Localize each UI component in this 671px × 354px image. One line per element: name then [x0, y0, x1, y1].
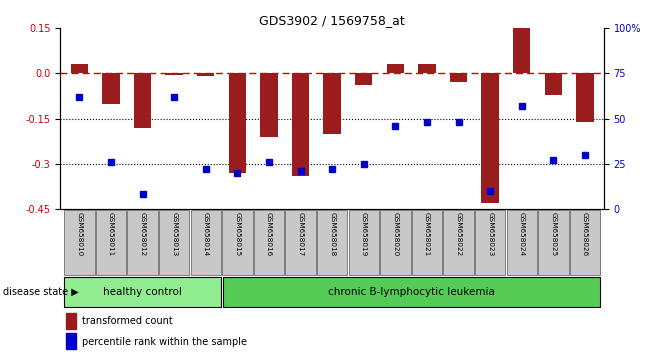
- Text: GSM658024: GSM658024: [519, 212, 525, 256]
- FancyBboxPatch shape: [64, 210, 95, 275]
- Text: GSM658025: GSM658025: [550, 212, 556, 256]
- Text: GSM658018: GSM658018: [329, 212, 335, 256]
- Text: GSM658016: GSM658016: [266, 212, 272, 256]
- Text: GSM658011: GSM658011: [108, 212, 114, 256]
- Text: GSM658020: GSM658020: [393, 212, 399, 256]
- Bar: [450, 74, 467, 82]
- Bar: [418, 64, 435, 74]
- FancyBboxPatch shape: [254, 210, 284, 275]
- Text: GSM658013: GSM658013: [171, 212, 177, 256]
- Title: GDS3902 / 1569758_at: GDS3902 / 1569758_at: [259, 14, 405, 27]
- FancyBboxPatch shape: [127, 210, 158, 275]
- Bar: [66, 313, 76, 329]
- FancyBboxPatch shape: [475, 210, 505, 275]
- Text: GSM658014: GSM658014: [203, 212, 209, 256]
- FancyBboxPatch shape: [191, 210, 221, 275]
- Text: GSM658010: GSM658010: [76, 212, 83, 256]
- Bar: [166, 74, 183, 75]
- Text: disease state ▶: disease state ▶: [3, 287, 79, 297]
- Text: GSM658015: GSM658015: [234, 212, 240, 256]
- Bar: [513, 28, 531, 74]
- FancyBboxPatch shape: [317, 210, 348, 275]
- FancyBboxPatch shape: [538, 210, 568, 275]
- FancyBboxPatch shape: [380, 210, 411, 275]
- FancyBboxPatch shape: [348, 210, 379, 275]
- FancyBboxPatch shape: [222, 210, 252, 275]
- Bar: [64, 277, 221, 307]
- Bar: [545, 74, 562, 95]
- Bar: [134, 74, 151, 128]
- Bar: [576, 74, 594, 122]
- Text: transformed count: transformed count: [82, 316, 173, 326]
- FancyBboxPatch shape: [96, 210, 126, 275]
- FancyBboxPatch shape: [507, 210, 537, 275]
- FancyBboxPatch shape: [412, 210, 442, 275]
- FancyBboxPatch shape: [285, 210, 316, 275]
- Bar: [292, 74, 309, 176]
- Bar: [229, 74, 246, 173]
- Text: GSM658012: GSM658012: [140, 212, 146, 256]
- Text: percentile rank within the sample: percentile rank within the sample: [82, 337, 247, 347]
- Text: GSM658023: GSM658023: [487, 212, 493, 256]
- Bar: [482, 74, 499, 203]
- Text: GSM658021: GSM658021: [424, 212, 430, 256]
- Bar: [66, 333, 76, 349]
- Bar: [355, 74, 372, 86]
- Text: GSM658017: GSM658017: [297, 212, 303, 256]
- Bar: [223, 277, 600, 307]
- Text: GSM658022: GSM658022: [456, 212, 462, 256]
- FancyBboxPatch shape: [444, 210, 474, 275]
- Bar: [260, 74, 278, 137]
- FancyBboxPatch shape: [159, 210, 189, 275]
- Bar: [70, 64, 88, 74]
- Bar: [197, 74, 215, 76]
- FancyBboxPatch shape: [570, 210, 600, 275]
- Bar: [102, 74, 119, 104]
- Bar: [323, 74, 341, 134]
- Text: chronic B-lymphocytic leukemia: chronic B-lymphocytic leukemia: [327, 287, 495, 297]
- Text: GSM658026: GSM658026: [582, 212, 588, 256]
- Bar: [386, 64, 404, 74]
- Text: healthy control: healthy control: [103, 287, 182, 297]
- Text: GSM658019: GSM658019: [361, 212, 367, 256]
